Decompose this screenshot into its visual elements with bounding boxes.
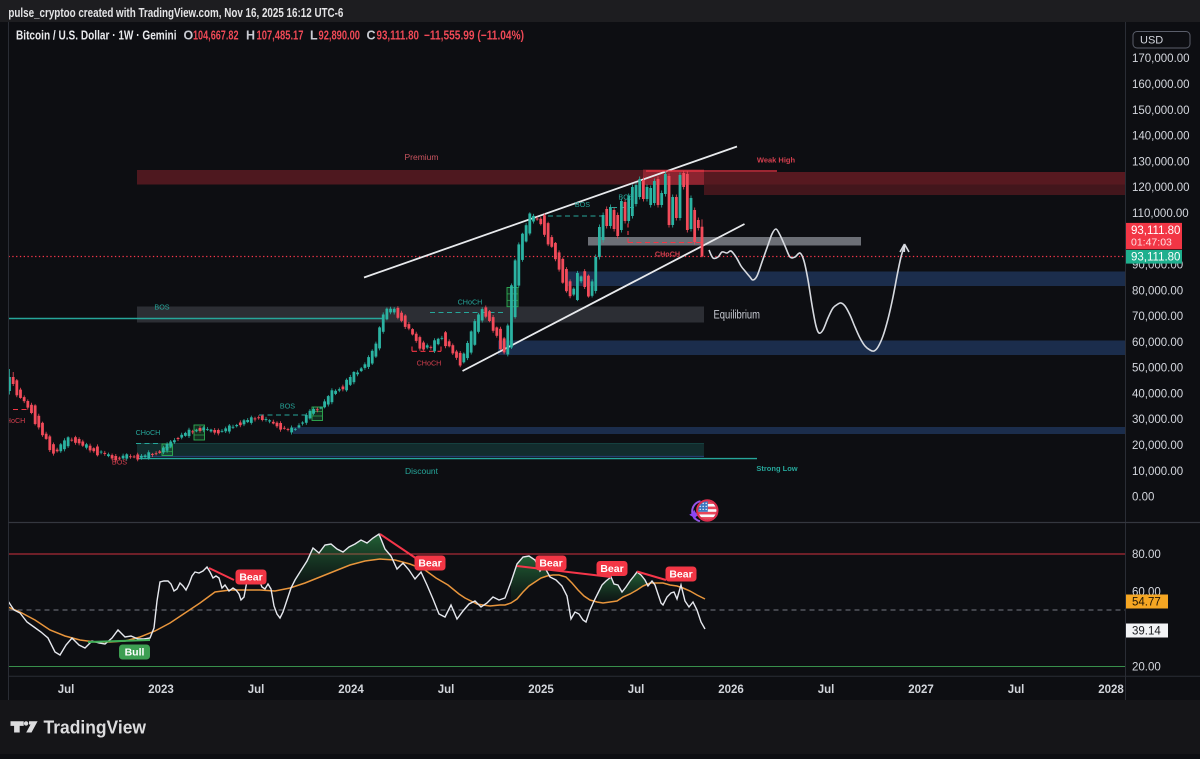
svg-text:Jul: Jul — [628, 684, 645, 696]
svg-text:2025: 2025 — [528, 684, 554, 696]
svg-text:104,667.82: 104,667.82 — [193, 29, 239, 43]
svg-text:CHoCH: CHoCH — [458, 298, 483, 307]
svg-text:93,111.80: 93,111.80 — [377, 29, 420, 43]
svg-text:Premium: Premium — [404, 152, 438, 162]
svg-text:54.77: 54.77 — [1132, 597, 1161, 609]
svg-text:Bitcoin / U.S. Dollar · 1W · G: Bitcoin / U.S. Dollar · 1W · Gemini — [16, 29, 177, 43]
svg-text:160,000.00: 160,000.00 — [1132, 79, 1190, 91]
svg-text:2024: 2024 — [338, 684, 364, 696]
svg-text:Bull: Bull — [125, 647, 145, 659]
svg-text:150,000.00: 150,000.00 — [1132, 105, 1190, 117]
svg-text:BOS: BOS — [618, 193, 633, 202]
svg-text:01:47:03: 01:47:03 — [1131, 237, 1172, 249]
svg-text:−11,555.99 (−11.04%): −11,555.99 (−11.04%) — [424, 29, 524, 43]
svg-text:70,000.00: 70,000.00 — [1132, 311, 1183, 323]
svg-text:30,000.00: 30,000.00 — [1132, 414, 1183, 426]
svg-text:0.00: 0.00 — [1132, 492, 1154, 504]
svg-text:CHoCH: CHoCH — [1, 416, 26, 425]
svg-text:50,000.00: 50,000.00 — [1132, 363, 1183, 375]
svg-text:CHoCH: CHoCH — [655, 250, 680, 259]
svg-text:40,000.00: 40,000.00 — [1132, 388, 1183, 400]
svg-text:Jul: Jul — [1008, 684, 1025, 696]
svg-text:60,000.00: 60,000.00 — [1132, 337, 1183, 349]
svg-text:93,111.80: 93,111.80 — [1131, 251, 1180, 263]
svg-text:O: O — [184, 29, 194, 43]
svg-text:2026: 2026 — [718, 684, 744, 696]
svg-text:20,000.00: 20,000.00 — [1132, 440, 1183, 452]
svg-text:Bear: Bear — [669, 569, 692, 581]
svg-text:BOS: BOS — [112, 458, 127, 467]
svg-text:C: C — [367, 29, 376, 43]
svg-text:Jul: Jul — [248, 684, 265, 696]
svg-text:USD: USD — [1140, 35, 1163, 47]
svg-text:130,000.00: 130,000.00 — [1132, 156, 1190, 168]
svg-text:pulse_cryptoo created with Tra: pulse_cryptoo created with TradingView.c… — [8, 6, 343, 20]
svg-text:L: L — [310, 29, 318, 43]
svg-text:92,890.00: 92,890.00 — [319, 29, 361, 43]
svg-text:Strong Low: Strong Low — [756, 464, 797, 473]
svg-text:Bear: Bear — [418, 558, 441, 570]
svg-text:Bear: Bear — [600, 563, 623, 575]
svg-text:2023: 2023 — [148, 684, 174, 696]
svg-text:Bear: Bear — [239, 572, 262, 584]
svg-text:39.14: 39.14 — [1132, 626, 1161, 638]
svg-text:CHoCH: CHoCH — [417, 359, 442, 368]
svg-text:120,000.00: 120,000.00 — [1132, 182, 1190, 194]
svg-text:93,111.80: 93,111.80 — [1131, 225, 1180, 237]
svg-text:170,000.00: 170,000.00 — [1132, 53, 1190, 65]
svg-text:H: H — [246, 29, 255, 43]
svg-text:BOS: BOS — [280, 402, 295, 411]
svg-text:80,000.00: 80,000.00 — [1132, 285, 1183, 297]
svg-text:Discount: Discount — [405, 466, 439, 476]
svg-text:Jul: Jul — [58, 684, 75, 696]
svg-text:BOS: BOS — [154, 303, 169, 312]
svg-text:140,000.00: 140,000.00 — [1132, 131, 1190, 143]
svg-text:Weak High: Weak High — [757, 156, 796, 165]
svg-text:BOS: BOS — [575, 200, 590, 209]
svg-text:2027: 2027 — [908, 684, 934, 696]
svg-text:Jul: Jul — [818, 684, 835, 696]
svg-text:107,485.17: 107,485.17 — [257, 29, 304, 43]
svg-text:Equilibrium: Equilibrium — [714, 310, 761, 322]
svg-text:TradingView: TradingView — [44, 717, 147, 738]
svg-text:Jul: Jul — [438, 684, 455, 696]
svg-text:80.00: 80.00 — [1132, 549, 1161, 561]
svg-text:110,000.00: 110,000.00 — [1132, 208, 1189, 220]
svg-text:20.00: 20.00 — [1132, 662, 1161, 674]
svg-text:2028: 2028 — [1098, 684, 1124, 696]
svg-text:10,000.00: 10,000.00 — [1132, 466, 1183, 478]
svg-text:Bear: Bear — [539, 558, 562, 570]
svg-text:CHoCH: CHoCH — [136, 428, 161, 437]
